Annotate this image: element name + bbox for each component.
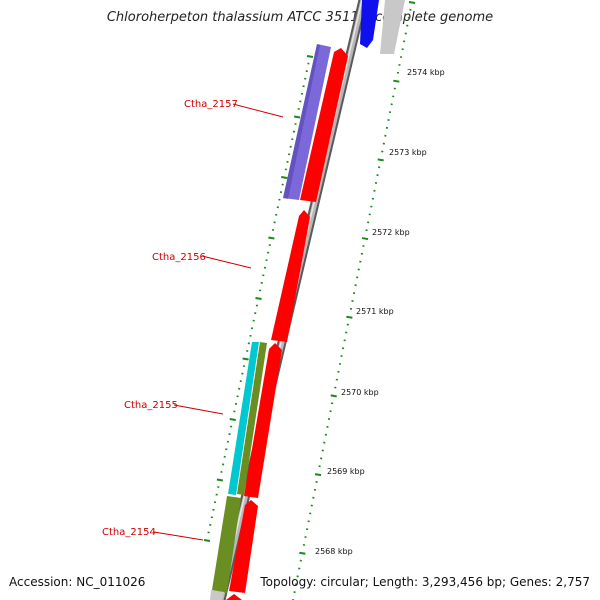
genome-summary-text: Topology: circular; Length: 3,293,456 bp… [260, 575, 590, 589]
major-tick [361, 237, 369, 241]
major-tick [281, 176, 288, 179]
major-tick [393, 79, 400, 83]
gene-label-group-2154[interactable]: Ctha_2154 [102, 527, 204, 541]
major-tick [346, 315, 353, 319]
major-tick [203, 539, 211, 542]
gene-label-leader [232, 103, 284, 118]
cds-feature-red-5[interactable] [226, 594, 242, 600]
major-tick [216, 478, 224, 482]
gene-label-group-2155[interactable]: Ctha_2155 [124, 400, 224, 415]
scale-label: 2574 kbp [407, 68, 445, 77]
major-tick [330, 394, 337, 398]
scale-labels: 2574 kbp 2573 kbp 2572 kbp 2571 kbp 2570… [315, 68, 445, 556]
scale-label: 2568 kbp [315, 547, 353, 556]
gene-label[interactable]: Ctha_2156 [152, 252, 206, 263]
gene-label-leader [173, 404, 224, 415]
major-tick [314, 473, 322, 477]
scale-label: 2573 kbp [389, 148, 427, 157]
gene-label-group-2156[interactable]: Ctha_2156 [152, 252, 252, 269]
accession-text: Accession: NC_011026 [9, 575, 146, 589]
scale-label: 2571 kbp [356, 307, 394, 316]
scale-label: 2570 kbp [341, 388, 379, 397]
cds-feature-olive-1[interactable] [237, 342, 267, 495]
major-tick [408, 1, 416, 4]
cds-feature-red-1[interactable] [300, 48, 348, 202]
major-tick [377, 158, 384, 162]
major-tick [229, 418, 236, 421]
cds-feature-red-3[interactable] [244, 343, 282, 498]
cds-feature-purple[interactable] [283, 44, 331, 200]
major-tick [293, 115, 301, 119]
outer-tick-track [291, 1, 416, 600]
gene-label[interactable]: Ctha_2155 [124, 400, 178, 411]
gene-label[interactable]: Ctha_2157 [184, 99, 238, 110]
cds-feature-cyan[interactable] [228, 342, 259, 495]
feature-grey-top[interactable] [380, 0, 405, 54]
cds-feature-olive-2[interactable] [212, 496, 241, 593]
feature-grey-bottom[interactable] [210, 590, 224, 600]
major-tick [299, 551, 306, 555]
gene-label-leader [201, 255, 252, 269]
gene-label[interactable]: Ctha_2154 [102, 527, 156, 538]
cds-feature-blue-top[interactable] [356, 0, 379, 48]
major-tick [268, 236, 275, 240]
major-tick [242, 357, 249, 361]
gene-label-group-2157[interactable]: Ctha_2157 [184, 99, 284, 118]
scale-label: 2572 kbp [372, 228, 410, 237]
major-tick [306, 55, 314, 58]
cds-feature-red-4[interactable] [229, 500, 258, 593]
scale-label: 2569 kbp [327, 467, 365, 476]
inner-tick-track [203, 55, 314, 542]
major-tick [255, 297, 262, 300]
gene-label-leader [153, 531, 204, 541]
cds-feature-red-2[interactable] [271, 210, 310, 342]
